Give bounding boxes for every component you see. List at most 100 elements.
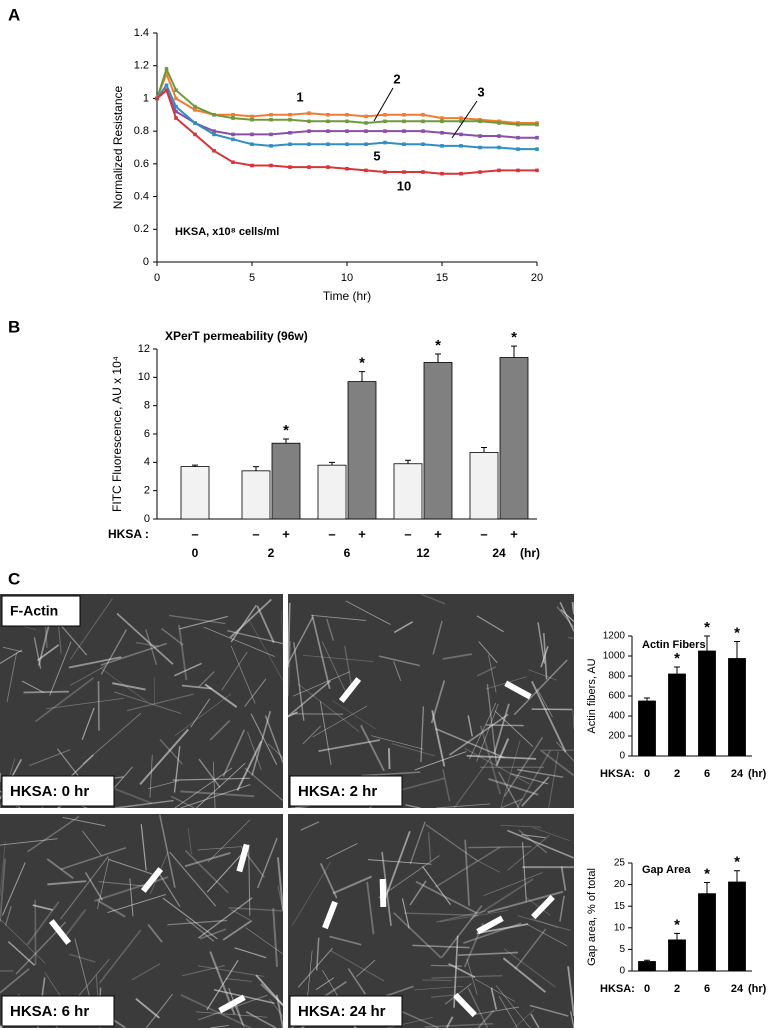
significance: *: [704, 619, 710, 636]
data-point: [288, 130, 292, 135]
fiber: [513, 1009, 535, 1029]
fiber: [506, 829, 575, 859]
data-point: [364, 121, 368, 125]
fiber: [532, 827, 570, 842]
fiber: [568, 636, 575, 639]
fiber: [486, 684, 497, 763]
x-tick-label: 0: [644, 768, 650, 780]
micrograph: [0, 814, 283, 1028]
data-point: [402, 129, 406, 133]
fiber: [445, 1016, 454, 1029]
fiber: [277, 885, 284, 910]
data-point: [193, 132, 197, 137]
fiber: [198, 994, 268, 1021]
significance: *: [511, 329, 517, 346]
fiber: [135, 641, 159, 648]
data-point: [421, 119, 425, 124]
bar: [180, 466, 210, 520]
fiber: [62, 816, 106, 827]
fiber: [275, 994, 284, 1029]
fiber: [0, 649, 23, 664]
y-tick-label: 1: [143, 92, 149, 104]
fiber: [287, 680, 332, 718]
fiber: [260, 983, 284, 1006]
x-tick-label: 24: [731, 768, 744, 780]
fiber: [548, 751, 559, 809]
error-bar: [283, 438, 289, 444]
arrow: [531, 894, 555, 920]
fiber: [567, 966, 575, 1016]
fiber: [225, 978, 253, 982]
error-bar: [704, 881, 710, 894]
fiber: [319, 701, 332, 766]
error-bar: [674, 932, 680, 940]
fiber: [356, 959, 376, 977]
fiber: [227, 630, 284, 645]
fiber: [474, 978, 516, 1002]
y-tick-label: 0: [144, 513, 150, 525]
fiber: [440, 904, 483, 959]
fiber: [33, 637, 42, 669]
fiber: [145, 629, 158, 666]
bar: [668, 673, 686, 757]
data-point: [459, 144, 463, 148]
fiber: [393, 621, 414, 634]
fiber: [114, 691, 182, 715]
bar: [728, 658, 746, 757]
data-point: [174, 116, 178, 120]
fiber: [332, 700, 376, 730]
x-tick-label: 2: [674, 983, 680, 995]
data-point: [288, 117, 292, 122]
fiber: [111, 1018, 126, 1029]
fiber: [190, 698, 211, 728]
leader-line: [451, 100, 478, 139]
series-line: [156, 83, 537, 151]
data-point: [269, 132, 273, 137]
arrow: [236, 843, 250, 873]
data-point: [497, 121, 501, 125]
fiber: [458, 951, 518, 957]
image-label: HKSA: 24 hr: [298, 1003, 386, 1020]
fiber: [559, 895, 565, 922]
y-tick-label: 12: [138, 343, 150, 355]
fiber: [525, 896, 551, 916]
fiber: [476, 923, 529, 935]
fiber: [70, 665, 106, 686]
y-tick-label: 8: [144, 400, 150, 412]
y-tick-label: 600: [608, 691, 625, 702]
data-point: [383, 140, 387, 145]
fiber: [440, 910, 509, 923]
fiber: [82, 830, 102, 856]
fiber: [170, 795, 195, 809]
fiber: [69, 953, 96, 963]
fiber: [488, 778, 539, 796]
error-bar: [644, 697, 650, 701]
data-point: [459, 132, 463, 137]
fiber: [116, 612, 174, 665]
fiber: [382, 831, 411, 905]
fiber: [315, 977, 335, 991]
fiber: [206, 960, 239, 1011]
fiber: [500, 740, 521, 809]
data-point: [516, 147, 520, 151]
fiber: [1, 862, 26, 916]
fiber: [321, 641, 348, 696]
fiber: [297, 947, 333, 988]
fiber: [531, 680, 567, 753]
fiber: [161, 627, 184, 646]
fiber: [303, 654, 374, 663]
data-point: [383, 170, 387, 174]
x-tick-label: 5: [249, 272, 255, 284]
fiber: [222, 919, 253, 941]
data-point: [535, 135, 539, 140]
error-bar: [405, 459, 411, 464]
arrow: [338, 677, 362, 703]
fiber: [267, 743, 284, 759]
x-tick-label: 2: [674, 768, 680, 780]
data-point: [212, 112, 216, 117]
fiber: [536, 688, 553, 718]
data-point: [231, 137, 235, 142]
fiber: [179, 615, 228, 630]
data-point: [174, 96, 178, 101]
